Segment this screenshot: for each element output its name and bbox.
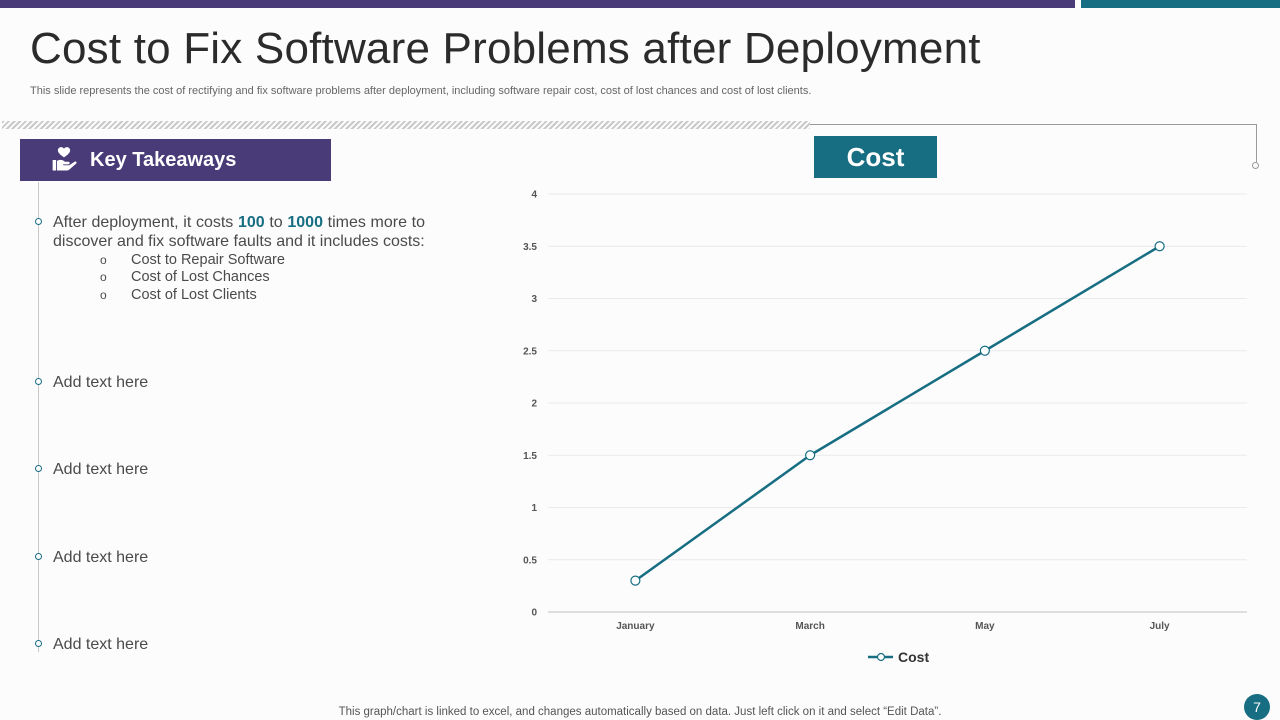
y-tick-label: 0.5 xyxy=(523,555,537,566)
cost-chart-header: Cost xyxy=(814,136,937,178)
point-1-text-mid: to xyxy=(264,214,288,231)
x-tick-label: May xyxy=(975,621,995,632)
sub-item-label: Cost of Lost Chances xyxy=(131,269,270,286)
y-tick-label: 1 xyxy=(531,503,537,514)
chart-footnote: This graph/chart is linked to excel, and… xyxy=(338,706,942,718)
y-tick-label: 3.5 xyxy=(523,242,537,253)
divider-line xyxy=(810,124,1256,125)
hatched-divider xyxy=(2,121,810,129)
divider-line-drop xyxy=(1256,124,1257,162)
sub-list-item: o Cost of Lost Chances xyxy=(100,269,285,287)
data-point xyxy=(805,450,816,461)
top-accent-bar-teal xyxy=(1081,0,1280,8)
x-tick-label: July xyxy=(1150,621,1170,632)
y-tick-label: 2.5 xyxy=(523,346,537,357)
point-1-text-start: After deployment, it costs xyxy=(53,214,238,231)
takeaways-timeline xyxy=(38,182,39,652)
data-point xyxy=(979,345,990,356)
cost-sub-list: o Cost to Repair Software o Cost of Lost C… xyxy=(100,251,285,304)
bullet-dot xyxy=(35,640,42,647)
series-line-cost xyxy=(634,245,1161,582)
legend-marker xyxy=(876,652,886,662)
x-tick-label: March xyxy=(795,621,824,632)
divider-end-dot xyxy=(1252,162,1259,169)
sub-bullet: o xyxy=(100,270,107,285)
takeaway-point-4: Add text here xyxy=(53,549,149,566)
takeaway-point-3: Add text here xyxy=(53,461,149,478)
point-1-highlight-high: 1000 xyxy=(287,214,323,231)
y-tick-label: 3 xyxy=(531,294,537,305)
slide-subtitle: This slide represents the cost of rectif… xyxy=(30,85,812,97)
takeaway-point-2: Add text here xyxy=(53,374,149,391)
sub-item-label: Cost to Repair Software xyxy=(131,251,285,268)
sub-bullet: o xyxy=(100,287,107,302)
sub-item-label: Cost of Lost Clients xyxy=(131,286,257,303)
key-takeaways-label: Key Takeaways xyxy=(90,148,237,171)
bullet-dot xyxy=(35,553,42,560)
slide-title: Cost to Fix Software Problems after Depl… xyxy=(30,24,981,73)
data-point xyxy=(630,575,641,586)
key-takeaways-header: Key Takeaways xyxy=(20,139,331,181)
sub-bullet: o xyxy=(100,252,107,267)
data-point xyxy=(1154,241,1165,252)
takeaway-point-1: After deployment, it costs 100 to 1000 t… xyxy=(53,213,425,251)
legend-label: Cost xyxy=(898,649,929,665)
bullet-dot xyxy=(35,218,42,225)
y-tick-label: 0 xyxy=(531,608,537,619)
bullet-dot xyxy=(35,378,42,385)
point-1-text-end: times more to discover and fix software … xyxy=(53,214,426,250)
y-tick-label: 4 xyxy=(531,190,537,201)
hands-heart-icon xyxy=(52,147,77,171)
y-tick-label: 2 xyxy=(531,399,537,410)
page-number: 7 xyxy=(1244,694,1270,720)
bullet-dot xyxy=(35,465,42,472)
sub-list-item: o Cost of Lost Clients xyxy=(100,286,285,304)
point-1-highlight-low: 100 xyxy=(237,214,265,231)
y-tick-label: 1.5 xyxy=(523,451,537,462)
takeaway-point-5: Add text here xyxy=(53,636,149,653)
top-accent-bar-purple xyxy=(0,0,1075,8)
sub-list-item: o Cost to Repair Software xyxy=(100,251,285,269)
x-tick-label: January xyxy=(616,621,655,632)
